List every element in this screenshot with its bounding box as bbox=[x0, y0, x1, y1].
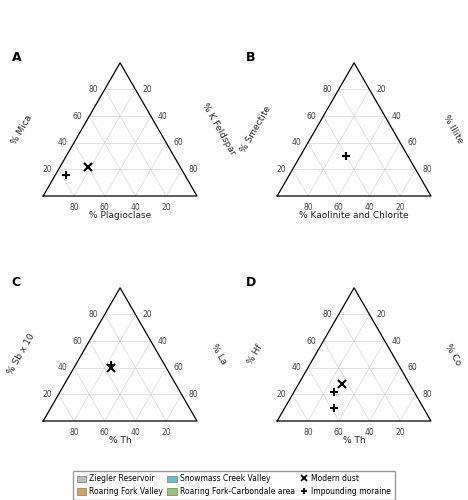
Text: 60: 60 bbox=[100, 203, 110, 212]
Text: 40: 40 bbox=[158, 112, 168, 120]
Text: 80: 80 bbox=[69, 203, 79, 212]
Text: 80: 80 bbox=[423, 390, 432, 399]
Text: 20: 20 bbox=[42, 165, 51, 174]
Text: 60: 60 bbox=[73, 112, 82, 120]
Text: 40: 40 bbox=[392, 336, 402, 345]
Text: % Kaolinite and Chlorite: % Kaolinite and Chlorite bbox=[299, 212, 409, 220]
Text: 20: 20 bbox=[161, 428, 171, 437]
Text: 60: 60 bbox=[407, 138, 417, 147]
Text: 80: 80 bbox=[88, 310, 98, 319]
Text: % Mica: % Mica bbox=[10, 113, 34, 146]
Text: 60: 60 bbox=[334, 203, 344, 212]
Text: 20: 20 bbox=[376, 85, 386, 94]
Text: 60: 60 bbox=[407, 363, 417, 372]
Text: 60: 60 bbox=[307, 112, 316, 120]
Text: % Th: % Th bbox=[343, 436, 366, 446]
Text: % Illite: % Illite bbox=[441, 114, 464, 145]
Text: 80: 80 bbox=[189, 390, 198, 399]
Text: 40: 40 bbox=[365, 428, 374, 437]
Text: % Hf: % Hf bbox=[246, 343, 265, 366]
Text: 80: 80 bbox=[69, 428, 79, 437]
Text: 20: 20 bbox=[376, 310, 386, 319]
Text: 80: 80 bbox=[423, 165, 432, 174]
Text: 40: 40 bbox=[291, 363, 301, 372]
Text: % Smectite: % Smectite bbox=[239, 104, 272, 154]
Text: 80: 80 bbox=[322, 310, 332, 319]
Text: 60: 60 bbox=[100, 428, 110, 437]
Text: 20: 20 bbox=[161, 203, 171, 212]
Text: 40: 40 bbox=[365, 203, 374, 212]
Text: 80: 80 bbox=[189, 165, 198, 174]
Text: 40: 40 bbox=[392, 112, 402, 120]
Text: 20: 20 bbox=[395, 428, 405, 437]
Text: A: A bbox=[12, 51, 21, 64]
Text: 20: 20 bbox=[142, 310, 152, 319]
Legend: Ziegler Reservoir, Roaring Fork Valley, Snowmass Creek Valley, Roaring Fork-Carb: Ziegler Reservoir, Roaring Fork Valley, … bbox=[73, 470, 395, 500]
Text: 40: 40 bbox=[57, 363, 67, 372]
Text: 80: 80 bbox=[322, 85, 332, 94]
Text: 80: 80 bbox=[88, 85, 98, 94]
Text: 40: 40 bbox=[57, 138, 67, 147]
Text: 20: 20 bbox=[276, 390, 285, 399]
Text: C: C bbox=[12, 276, 21, 289]
Text: % Th: % Th bbox=[109, 436, 132, 446]
Text: 60: 60 bbox=[73, 336, 82, 345]
Text: 80: 80 bbox=[303, 428, 313, 437]
Text: B: B bbox=[246, 51, 255, 64]
Text: 60: 60 bbox=[334, 428, 344, 437]
Text: % K Feldspar: % K Feldspar bbox=[200, 102, 237, 157]
Text: 20: 20 bbox=[142, 85, 152, 94]
Text: % La: % La bbox=[209, 342, 228, 366]
Text: 60: 60 bbox=[173, 138, 183, 147]
Text: 40: 40 bbox=[158, 336, 168, 345]
Text: 20: 20 bbox=[42, 390, 51, 399]
Text: 60: 60 bbox=[173, 363, 183, 372]
Text: 20: 20 bbox=[395, 203, 405, 212]
Text: % Sb x 10: % Sb x 10 bbox=[7, 332, 37, 376]
Text: D: D bbox=[246, 276, 256, 289]
Text: % Plagioclase: % Plagioclase bbox=[89, 212, 151, 220]
Text: 40: 40 bbox=[131, 203, 140, 212]
Text: 20: 20 bbox=[276, 165, 285, 174]
Text: 40: 40 bbox=[131, 428, 140, 437]
Text: 60: 60 bbox=[307, 336, 316, 345]
Text: 80: 80 bbox=[303, 203, 313, 212]
Text: 40: 40 bbox=[291, 138, 301, 147]
Text: % Co: % Co bbox=[443, 342, 462, 366]
